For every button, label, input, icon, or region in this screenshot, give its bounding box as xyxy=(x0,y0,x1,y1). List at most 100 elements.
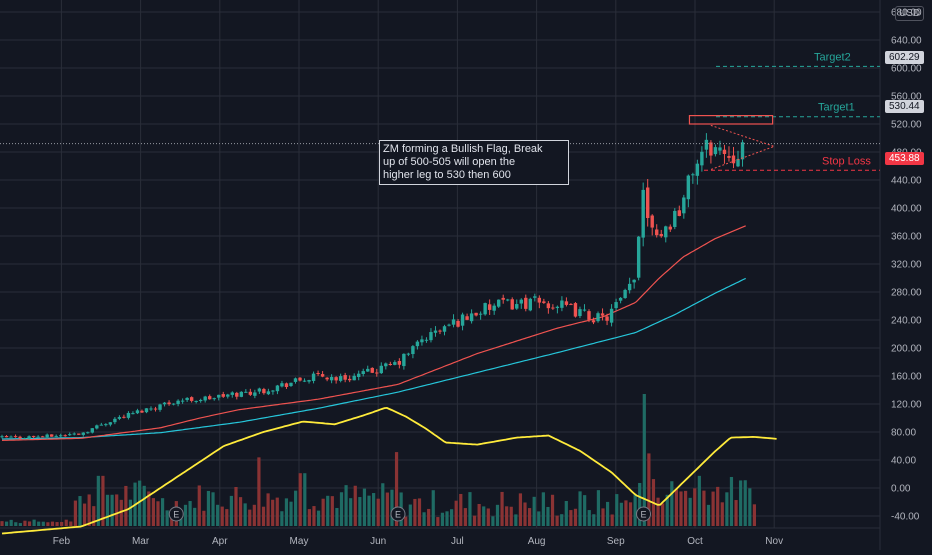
y-tick-label: 240.00 xyxy=(891,316,922,327)
candle-body xyxy=(63,435,67,437)
y-tick-label: 640.00 xyxy=(891,36,922,47)
volume-bar xyxy=(450,509,454,526)
annotation-box[interactable]: ZM forming a Bullish Flag, Break up of 5… xyxy=(379,140,569,185)
candle-body xyxy=(117,417,122,419)
volume-bar xyxy=(92,506,96,526)
volume-bar xyxy=(280,511,284,526)
candle-body xyxy=(108,422,113,425)
volume-bar xyxy=(495,504,500,526)
volume-bar xyxy=(610,514,614,526)
candle-body xyxy=(58,435,63,437)
candle-body xyxy=(140,410,144,413)
volume-bar xyxy=(298,473,302,526)
volume-bar xyxy=(716,486,720,526)
x-tick-label: Jul xyxy=(451,536,464,547)
volume-bar xyxy=(138,480,142,526)
volume-bar xyxy=(376,498,380,526)
y-tick-label: 80.00 xyxy=(891,428,916,439)
candle-body xyxy=(18,436,22,439)
volume-bar xyxy=(257,457,261,526)
candle-body xyxy=(411,346,415,355)
candle-body xyxy=(573,303,578,317)
volume-bar xyxy=(266,493,270,526)
volume-bar xyxy=(482,506,486,526)
volume-bar xyxy=(500,491,504,526)
volume-bar xyxy=(119,499,123,526)
volume-bar xyxy=(243,503,247,526)
candle-body xyxy=(284,383,289,388)
candle-body xyxy=(302,380,307,382)
volume-bar xyxy=(679,491,683,526)
candle-body xyxy=(510,299,514,310)
candle-body xyxy=(709,142,713,156)
candle-body xyxy=(45,434,49,438)
volume-bar xyxy=(252,504,256,526)
volume-bar xyxy=(271,499,275,526)
volume-bar xyxy=(124,485,128,526)
candle-body xyxy=(718,147,722,151)
candle-body xyxy=(596,313,600,322)
y-tick-label: 680.00 xyxy=(891,8,922,19)
candle-body xyxy=(632,279,636,283)
volume-bar xyxy=(170,517,174,526)
volume-bar xyxy=(349,498,353,526)
candle-body xyxy=(361,371,365,375)
candle-body xyxy=(275,385,280,392)
volume-bar xyxy=(55,522,59,526)
volume-bar xyxy=(560,514,564,526)
candle-body xyxy=(185,397,189,401)
candle-body xyxy=(49,434,54,437)
volume-bar xyxy=(628,502,633,526)
volume-bar xyxy=(330,496,334,526)
candle-body xyxy=(40,436,45,438)
candle-body xyxy=(95,425,99,429)
volume-bar xyxy=(78,496,82,526)
volume-bar xyxy=(436,517,440,526)
candle-body xyxy=(623,289,627,299)
volume-bar xyxy=(307,509,311,526)
candle-body xyxy=(420,339,424,343)
candle-body xyxy=(217,394,221,398)
candle-body xyxy=(352,375,356,381)
earnings-marker-icon xyxy=(390,506,406,522)
volume-bar xyxy=(358,497,362,526)
y-tick-label: 400.00 xyxy=(891,204,922,215)
volume-bar xyxy=(445,511,449,526)
candle-body xyxy=(54,435,58,437)
volume-bar xyxy=(587,510,591,526)
volume-bar xyxy=(18,523,22,526)
candle-body xyxy=(406,353,411,355)
volume-bar xyxy=(96,475,100,526)
candle-body xyxy=(469,313,474,322)
moving-average-slow-line xyxy=(2,277,746,440)
candle-body xyxy=(316,373,320,375)
candle-body xyxy=(650,215,654,228)
candle-body xyxy=(736,159,740,167)
candle-body xyxy=(375,372,379,374)
volume-bar xyxy=(725,492,729,526)
candle-body xyxy=(627,283,632,291)
volume-bar xyxy=(454,500,458,526)
volume-bar xyxy=(638,482,642,526)
volume-bar xyxy=(491,516,495,526)
candle-body xyxy=(208,396,212,400)
volume-bar xyxy=(147,491,151,526)
candle-body xyxy=(388,363,393,366)
volume-bar xyxy=(381,483,385,526)
earnings-marker-icon xyxy=(636,506,652,522)
volume-bar xyxy=(647,453,651,526)
y-tick-label: 520.00 xyxy=(891,120,922,131)
candle-body xyxy=(338,376,343,381)
volume-bar xyxy=(711,491,715,526)
volume-bar xyxy=(193,507,197,526)
x-tick-label: Nov xyxy=(765,536,783,547)
volume-bar xyxy=(142,485,146,526)
candle-body xyxy=(524,297,528,309)
volume-bar xyxy=(0,521,4,526)
volume-bar xyxy=(316,510,321,526)
volume-bar xyxy=(633,493,637,526)
volume-bar xyxy=(564,500,568,526)
volume-bar xyxy=(14,522,18,526)
